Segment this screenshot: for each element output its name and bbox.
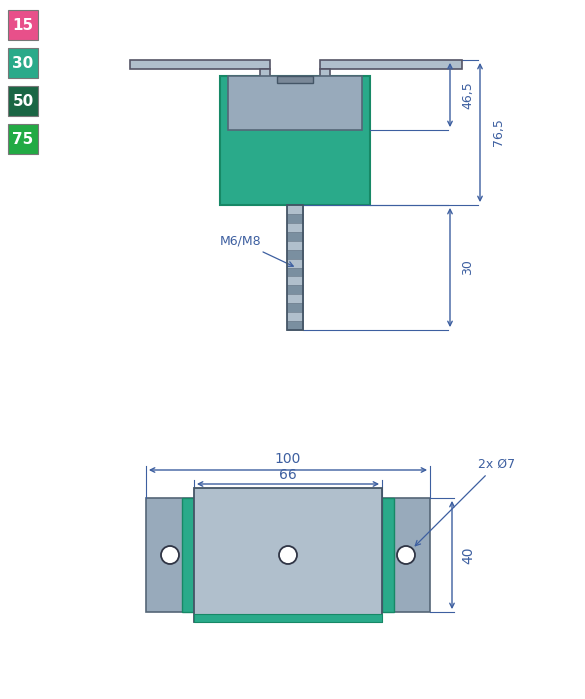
Bar	[287, 312, 303, 321]
Text: 75: 75	[12, 131, 33, 147]
Bar	[287, 240, 303, 250]
Text: 100: 100	[275, 452, 301, 466]
Text: 30: 30	[462, 259, 474, 275]
Bar	[287, 294, 303, 303]
Circle shape	[397, 546, 415, 564]
Bar	[8, 10, 38, 40]
Bar	[287, 268, 303, 276]
Text: 30: 30	[12, 55, 33, 71]
Bar	[287, 276, 303, 285]
Bar	[287, 285, 303, 294]
Text: 66: 66	[279, 468, 297, 482]
Text: 2x Ø7: 2x Ø7	[415, 458, 515, 546]
Bar	[182, 498, 194, 612]
Bar	[194, 614, 382, 622]
Bar	[287, 214, 303, 223]
Bar	[287, 321, 303, 330]
Text: 46,5: 46,5	[462, 81, 474, 109]
Bar	[287, 259, 303, 268]
Bar	[287, 205, 303, 214]
Bar	[382, 498, 394, 612]
Bar	[320, 69, 330, 85]
Circle shape	[279, 546, 297, 564]
Bar	[194, 488, 382, 622]
Bar	[382, 498, 430, 612]
Text: M6/M8: M6/M8	[220, 235, 293, 266]
Bar	[8, 86, 38, 116]
Bar	[228, 76, 362, 130]
Text: 76,5: 76,5	[491, 119, 504, 146]
Text: 15: 15	[12, 17, 33, 32]
Bar	[146, 498, 194, 612]
Circle shape	[161, 546, 179, 564]
Bar	[260, 69, 270, 85]
Bar	[220, 76, 370, 205]
Bar	[130, 60, 270, 69]
Bar	[287, 205, 303, 330]
Bar	[320, 60, 462, 69]
Text: 40: 40	[461, 546, 475, 564]
Bar	[8, 124, 38, 154]
Text: 50: 50	[12, 94, 33, 108]
Bar	[287, 223, 303, 232]
Bar	[287, 232, 303, 240]
Bar	[287, 303, 303, 312]
Bar	[8, 48, 38, 78]
Bar	[287, 250, 303, 259]
Bar	[277, 76, 313, 83]
